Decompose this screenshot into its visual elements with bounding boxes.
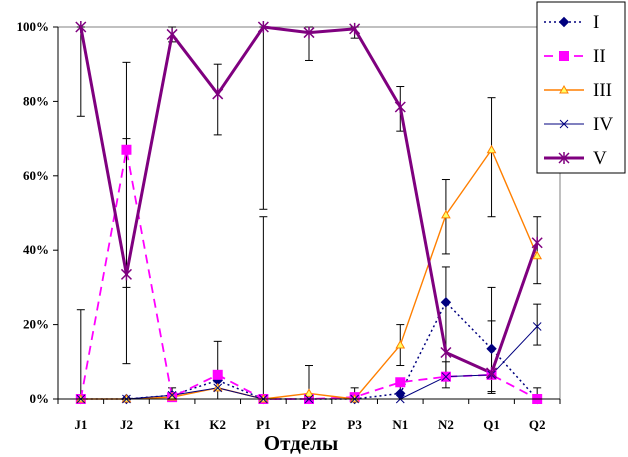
y-tick-label: 60%	[23, 168, 49, 183]
series-2-point	[121, 144, 132, 155]
series-5-point	[166, 28, 178, 41]
legend-label-1: I	[593, 12, 599, 33]
plot-frame	[57, 26, 561, 400]
x-tick-labels: J1 J2 K1 K2 P1 P2 P3 N1 N2 Q1 Q2	[57, 399, 561, 432]
x-tick-label: N1	[392, 417, 408, 432]
series-4-point-stroke-b	[167, 390, 177, 400]
series-5-point	[349, 22, 361, 35]
series-4-point	[213, 383, 223, 393]
y-tick-label: 20%	[23, 317, 49, 332]
series-markers	[75, 21, 543, 405]
x-tick-label: Q2	[529, 417, 546, 432]
series-4-point-stroke-b	[441, 372, 451, 382]
y-tick-label: 0%	[30, 391, 50, 406]
legend-label-5: V	[593, 148, 607, 169]
x-axis-title: Отделы	[264, 431, 339, 455]
series-5-point	[212, 87, 224, 100]
legend-box	[536, 1, 626, 174]
x-tick-label: Q1	[483, 417, 500, 432]
x-tick-label: P2	[302, 417, 316, 432]
y-tick-label: 100%	[17, 19, 50, 34]
legend-marker-2	[559, 51, 569, 61]
legend-label-4: IV	[593, 114, 613, 135]
series-3-point	[532, 250, 543, 260]
series-line-5	[79, 25, 539, 375]
error-bars	[76, 26, 542, 400]
series-3-point	[441, 209, 451, 219]
series-3-point	[395, 340, 406, 349]
x-tick-label: P3	[347, 417, 362, 432]
x-tick-label: J1	[74, 417, 87, 432]
series-2-point	[212, 369, 223, 380]
series-1-point	[486, 343, 497, 354]
series-4-point	[532, 322, 542, 331]
series-lines	[79, 25, 539, 400]
series-5-point	[303, 26, 315, 39]
legend-label-3: III	[593, 80, 612, 101]
series-5-point	[75, 21, 87, 33]
axes	[57, 27, 560, 400]
legend-marker-3	[559, 84, 569, 94]
x-tick-label: K1	[164, 417, 181, 432]
series-4-point-stroke-b	[213, 383, 223, 393]
series-2-point	[395, 377, 406, 388]
x-tick-label: N2	[438, 417, 454, 432]
y-tick-labels: 0% 20% 40% 60% 80% 100%	[17, 19, 58, 406]
series-4-point	[441, 372, 451, 382]
y-tick-label: 80%	[23, 93, 49, 108]
series-5-point	[486, 366, 498, 379]
series-4-point-stroke-b	[532, 322, 542, 331]
series-5-point	[257, 21, 269, 33]
plot-area	[57, 26, 561, 400]
series-5-point	[120, 268, 132, 281]
series-3-point	[304, 388, 314, 397]
series-5-point	[440, 346, 452, 359]
y-tick-label: 40%	[23, 242, 49, 257]
series-4-point	[167, 390, 177, 400]
series-1-point	[395, 388, 406, 399]
legend-marker-4-stroke-b	[559, 119, 569, 129]
series-5-point	[394, 100, 406, 113]
legend-marker-1	[558, 16, 570, 28]
series-3-point	[486, 144, 497, 154]
x-tick-label: P1	[256, 417, 270, 432]
series-5-point	[531, 236, 543, 249]
legend-label-2: II	[593, 46, 606, 67]
legend-marker-4	[559, 119, 569, 129]
series-1-point	[440, 297, 452, 308]
x-tick-label: K2	[209, 417, 226, 432]
legend-marker-5	[558, 152, 570, 164]
x-tick-label: J2	[120, 417, 133, 432]
